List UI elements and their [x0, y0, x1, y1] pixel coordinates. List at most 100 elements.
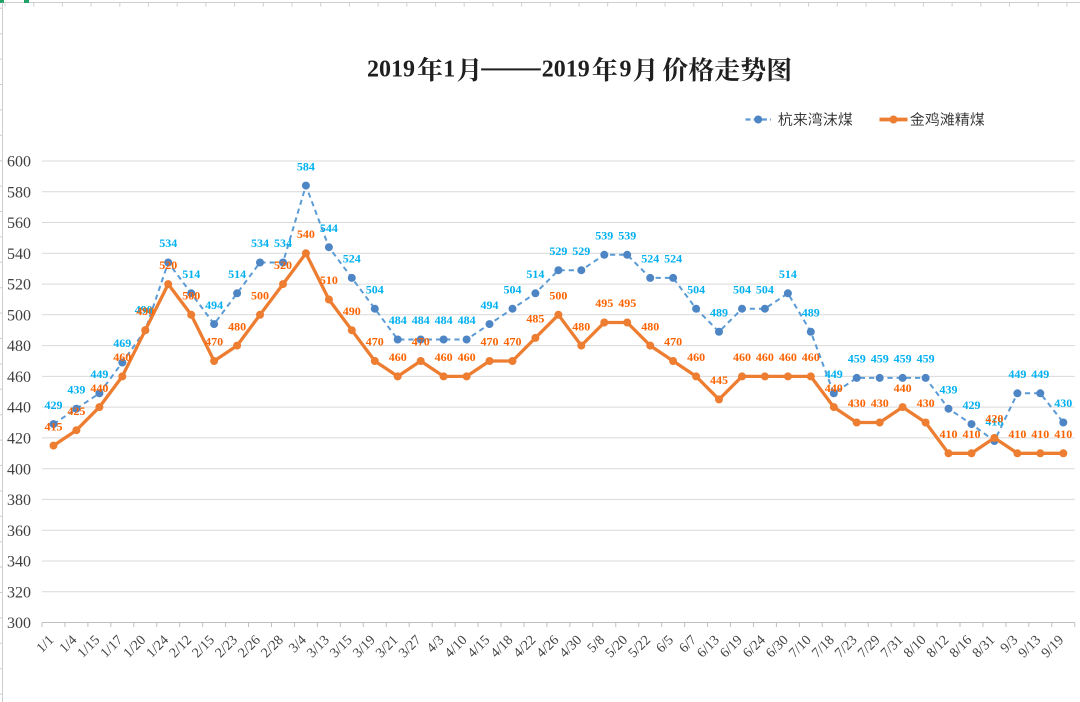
svg-text:484: 484: [458, 313, 476, 327]
svg-text:420: 420: [985, 412, 1003, 426]
svg-text:489: 489: [710, 306, 728, 320]
svg-text:460: 460: [113, 350, 131, 364]
svg-text:440: 440: [90, 381, 108, 395]
svg-text:480: 480: [7, 338, 31, 355]
svg-text:9: 9: [620, 57, 632, 83]
svg-text:439: 439: [940, 382, 958, 396]
svg-text:430: 430: [848, 396, 866, 410]
svg-text:400: 400: [7, 461, 31, 478]
svg-text:410: 410: [1054, 427, 1072, 441]
svg-text:490: 490: [136, 304, 154, 318]
svg-text:504: 504: [504, 282, 522, 296]
svg-text:460: 460: [389, 350, 407, 364]
svg-text:534: 534: [251, 236, 269, 250]
svg-text:449: 449: [825, 367, 843, 381]
svg-text:459: 459: [848, 352, 866, 366]
svg-text:495: 495: [595, 296, 613, 310]
svg-text:469: 469: [113, 336, 131, 350]
svg-text:514: 514: [228, 267, 246, 281]
svg-text:430: 430: [871, 396, 889, 410]
svg-text:410: 410: [940, 427, 958, 441]
svg-text:460: 460: [802, 350, 820, 364]
svg-text:480: 480: [641, 319, 659, 333]
svg-text:495: 495: [618, 296, 636, 310]
svg-text:504: 504: [366, 282, 384, 296]
svg-text:540: 540: [7, 246, 31, 263]
svg-text:429: 429: [45, 398, 63, 412]
svg-text:600: 600: [7, 154, 31, 171]
svg-text:460: 460: [458, 350, 476, 364]
svg-text:460: 460: [779, 350, 797, 364]
svg-text:494: 494: [481, 298, 499, 312]
svg-text:449: 449: [90, 367, 108, 381]
svg-text:470: 470: [504, 335, 522, 349]
svg-text:340: 340: [7, 554, 31, 571]
svg-text:510: 510: [320, 273, 338, 287]
svg-text:410: 410: [1031, 427, 1049, 441]
svg-text:425: 425: [67, 404, 85, 418]
svg-text:1: 1: [443, 57, 455, 83]
svg-text:460: 460: [756, 350, 774, 364]
svg-text:470: 470: [664, 335, 682, 349]
svg-text:459: 459: [871, 352, 889, 366]
svg-text:410: 410: [1008, 427, 1026, 441]
svg-text:449: 449: [1008, 367, 1026, 381]
svg-text:480: 480: [228, 319, 246, 333]
svg-text:500: 500: [182, 289, 200, 303]
svg-text:429: 429: [963, 398, 981, 412]
svg-text:440: 440: [7, 400, 31, 417]
svg-text:2019: 2019: [542, 57, 590, 83]
svg-text:534: 534: [274, 236, 292, 250]
svg-text:524: 524: [664, 252, 682, 266]
svg-text:520: 520: [274, 258, 292, 272]
svg-text:500: 500: [251, 289, 269, 303]
svg-text:470: 470: [481, 335, 499, 349]
svg-text:520: 520: [159, 258, 177, 272]
svg-text:460: 460: [733, 350, 751, 364]
svg-text:540: 540: [297, 227, 315, 241]
svg-text:500: 500: [549, 289, 567, 303]
svg-text:514: 514: [526, 267, 544, 281]
svg-text:420: 420: [7, 431, 31, 448]
svg-text:524: 524: [641, 252, 659, 266]
svg-text:440: 440: [894, 381, 912, 395]
svg-text:484: 484: [435, 313, 453, 327]
svg-text:580: 580: [7, 184, 31, 201]
svg-text:560: 560: [7, 215, 31, 232]
svg-text:520: 520: [7, 277, 31, 294]
svg-text:539: 539: [595, 229, 613, 243]
svg-text:484: 484: [412, 313, 430, 327]
svg-text:445: 445: [710, 373, 728, 387]
svg-text:480: 480: [572, 319, 590, 333]
svg-text:500: 500: [7, 307, 31, 324]
svg-text:460: 460: [687, 350, 705, 364]
svg-text:470: 470: [412, 335, 430, 349]
svg-text:415: 415: [45, 419, 63, 433]
svg-text:460: 460: [435, 350, 453, 364]
svg-text:380: 380: [7, 492, 31, 509]
svg-text:490: 490: [343, 304, 361, 318]
svg-text:514: 514: [182, 267, 200, 281]
svg-text:524: 524: [343, 252, 361, 266]
svg-text:504: 504: [756, 282, 774, 296]
svg-text:418: 418: [985, 415, 1003, 429]
svg-text:470: 470: [366, 335, 384, 349]
svg-text:430: 430: [917, 396, 935, 410]
svg-text:485: 485: [526, 312, 544, 326]
svg-text:504: 504: [687, 282, 705, 296]
svg-text:514: 514: [779, 267, 797, 281]
svg-text:459: 459: [917, 352, 935, 366]
svg-text:529: 529: [549, 244, 567, 258]
svg-text:320: 320: [7, 584, 31, 601]
svg-text:529: 529: [572, 244, 590, 258]
svg-text:449: 449: [1031, 367, 1049, 381]
svg-text:504: 504: [733, 282, 751, 296]
svg-text:440: 440: [825, 381, 843, 395]
svg-text:2019: 2019: [367, 57, 415, 83]
svg-text:539: 539: [618, 229, 636, 243]
svg-text:494: 494: [205, 298, 223, 312]
svg-text:490: 490: [135, 303, 153, 317]
svg-text:544: 544: [320, 221, 338, 235]
svg-text:439: 439: [67, 382, 85, 396]
svg-text:360: 360: [7, 523, 31, 540]
